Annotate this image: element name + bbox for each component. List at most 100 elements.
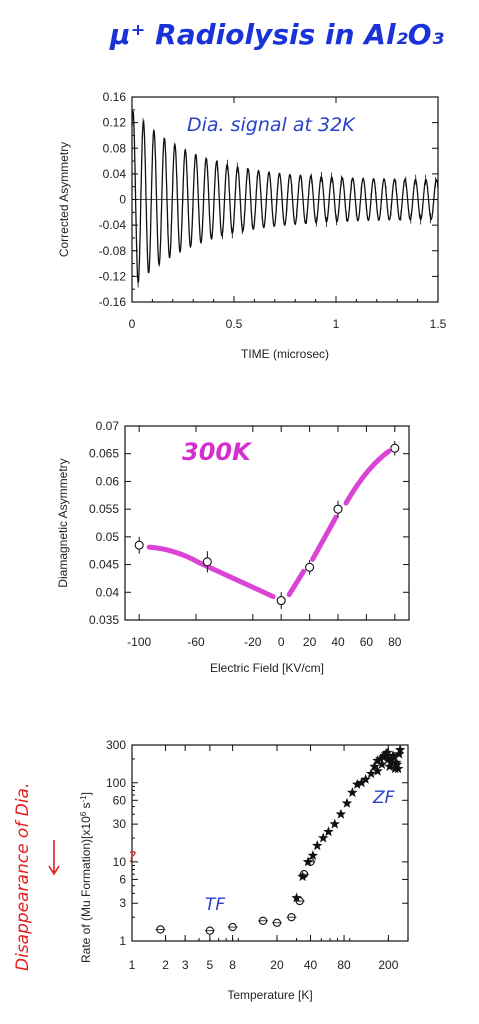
data-point-star (393, 763, 404, 774)
y-axis-label-part: s (79, 802, 93, 811)
data-point-2 (305, 562, 315, 572)
y-tick-label-1: 0 (119, 193, 126, 207)
data-point-star (388, 751, 400, 762)
data-point-star (356, 777, 367, 788)
annotation-300k: 300K (182, 438, 253, 466)
data-point-star (381, 747, 393, 758)
data-point-star (376, 759, 388, 769)
x-tick-label-1: 1.5 (430, 317, 447, 331)
annotation-disappearance: Disappearance of Dia. (13, 783, 33, 971)
y-tick-label-3: 3 (119, 896, 126, 910)
x-tick-label-3: 1 (129, 958, 136, 972)
x-tick-label-3: 80 (337, 958, 351, 972)
data-point-2 (134, 540, 144, 550)
y-tick-label-3: 1 (119, 934, 126, 948)
x-tick-label-3: 8 (229, 958, 236, 972)
x-tick-label-2: -20 (244, 635, 262, 649)
data-point-star (291, 892, 302, 903)
trend-line-300k (146, 448, 392, 600)
x-tick-label-3: 20 (270, 958, 284, 972)
x-tick-label-3: 40 (304, 958, 318, 972)
chart-asymmetry-field: 0.07 0.065 0.06 0.055 0.05 0.045 0.04 0.035 -100… (56, 419, 410, 675)
data-point-2 (202, 557, 212, 567)
annotation-zf: ZF (372, 788, 395, 808)
annotation-question: ? (128, 848, 136, 866)
data-point-star (329, 818, 340, 829)
y-tick-label-2: 0.04 (96, 585, 120, 599)
y-axis-label-2: Diamagnetic Asymmetry (56, 458, 70, 587)
y-axis-label-part: ] (79, 792, 93, 795)
signal-line (131, 110, 439, 283)
data-point-star (365, 768, 377, 779)
x-axis-label-2: Electric Field [KV/cm] (210, 661, 324, 675)
y-tick-label-3: 6 (119, 872, 126, 886)
y-tick-label-2: 0.07 (96, 419, 120, 433)
y-axis-label-part: Rate of (79, 924, 93, 963)
y-tick-label-2: 0.055 (89, 502, 119, 516)
data-point-star (312, 840, 323, 851)
data-point-star (347, 787, 358, 798)
data-point-2 (390, 443, 400, 453)
data-point-star (297, 871, 308, 882)
x-axis-label-3: Temperature [K] (227, 988, 312, 1002)
data-point-star (372, 765, 383, 776)
y-tick-label-3: 100 (106, 776, 126, 790)
y-tick-label-1: 0.12 (103, 116, 127, 130)
x-tick-label-2: 80 (388, 635, 402, 649)
x-tick-label-2: 40 (331, 635, 345, 649)
data-point-star (335, 808, 347, 819)
x-tick-label-2: 0 (278, 635, 285, 649)
red-arrow-icon (48, 840, 60, 876)
y-tick-label-2: 0.05 (96, 530, 120, 544)
chart-asymmetry-time: 0.160.120.080.040-0.04-0.08-0.12-0.160 0.… (57, 90, 447, 361)
x-tick-label-2: 20 (303, 635, 317, 649)
y-axis-label-part: (Mu Formation) (79, 839, 93, 924)
data-point-star (394, 744, 406, 755)
page-title: μ⁺ Radiolysis in Al₂O₃ (109, 18, 444, 51)
x-tick-label-3: 3 (182, 958, 189, 972)
y-tick-label-1: 0.04 (103, 167, 127, 181)
y-tick-label-3: 60 (113, 793, 127, 807)
data-point-star (352, 779, 363, 789)
y-axis-label-part: -1 (79, 795, 88, 803)
x-tick-label-3: 5 (207, 958, 214, 972)
annotation-tf: TF (205, 895, 225, 915)
y-tick-label-1: -0.12 (99, 269, 127, 283)
data-point-2 (276, 596, 286, 606)
x-tick-label-3: 2 (162, 958, 169, 972)
data-point-star (369, 761, 380, 772)
y-axis-label-part: [x10 (79, 816, 93, 839)
y-axis-label-part: 6 (79, 811, 88, 816)
y-tick-label-2: 0.045 (89, 558, 119, 572)
y-tick-label-3: 10 (113, 855, 127, 869)
data-point-star (393, 748, 405, 759)
y-tick-label-1: -0.04 (99, 218, 127, 232)
x-tick-label-2: -100 (127, 635, 151, 649)
x-axis-label-1: TIME (microsec) (241, 347, 329, 361)
y-tick-label-2: 0.065 (89, 447, 119, 461)
y-tick-label-1: -0.16 (99, 295, 127, 309)
x-tick-label-1: 1 (333, 317, 340, 331)
data-point-star (375, 753, 386, 764)
y-tick-label-3: 300 (106, 738, 126, 752)
y-tick-label-3: 30 (113, 817, 127, 831)
y-tick-label-1: -0.08 (99, 244, 127, 258)
data-point-star (360, 774, 371, 784)
x-tick-label-2: 60 (360, 635, 374, 649)
data-point-star (302, 856, 314, 867)
data-point-star (318, 832, 329, 843)
y-tick-label-2: 0.035 (89, 613, 119, 627)
annotation-dia-signal: Dia. signal at 32K (187, 114, 356, 136)
data-point-star (385, 757, 396, 767)
data-point-star (307, 850, 319, 861)
data-point-star (372, 755, 383, 766)
x-tick-label-3: 200 (378, 958, 398, 972)
data-point-star (391, 757, 402, 767)
x-tick-label-1: 0 (129, 317, 136, 331)
plot-frame-3 (131, 744, 409, 942)
data-point-star (323, 826, 334, 837)
y-axis-label-1: Corrected Asymmetry (57, 142, 71, 257)
x-tick-label-2: -60 (187, 635, 205, 649)
